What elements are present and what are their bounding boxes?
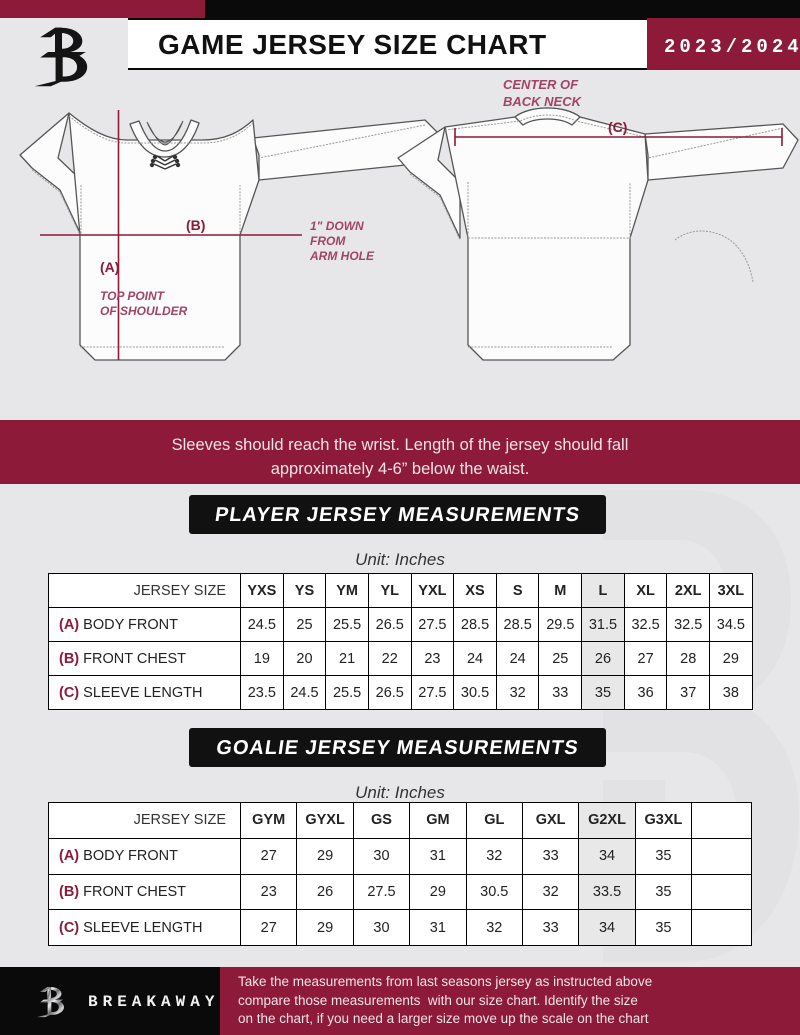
svg-text:(A): (A) bbox=[100, 259, 119, 275]
svg-text:1" DOWN: 1" DOWN bbox=[310, 219, 364, 233]
svg-text:(C): (C) bbox=[608, 119, 627, 135]
svg-text:FROM: FROM bbox=[310, 234, 346, 248]
svg-text:OF SHOULDER: OF SHOULDER bbox=[100, 304, 188, 318]
svg-text:ARM HOLE: ARM HOLE bbox=[309, 249, 375, 263]
svg-text:TOP POINT: TOP POINT bbox=[100, 289, 166, 303]
svg-text:(B): (B) bbox=[186, 217, 205, 233]
